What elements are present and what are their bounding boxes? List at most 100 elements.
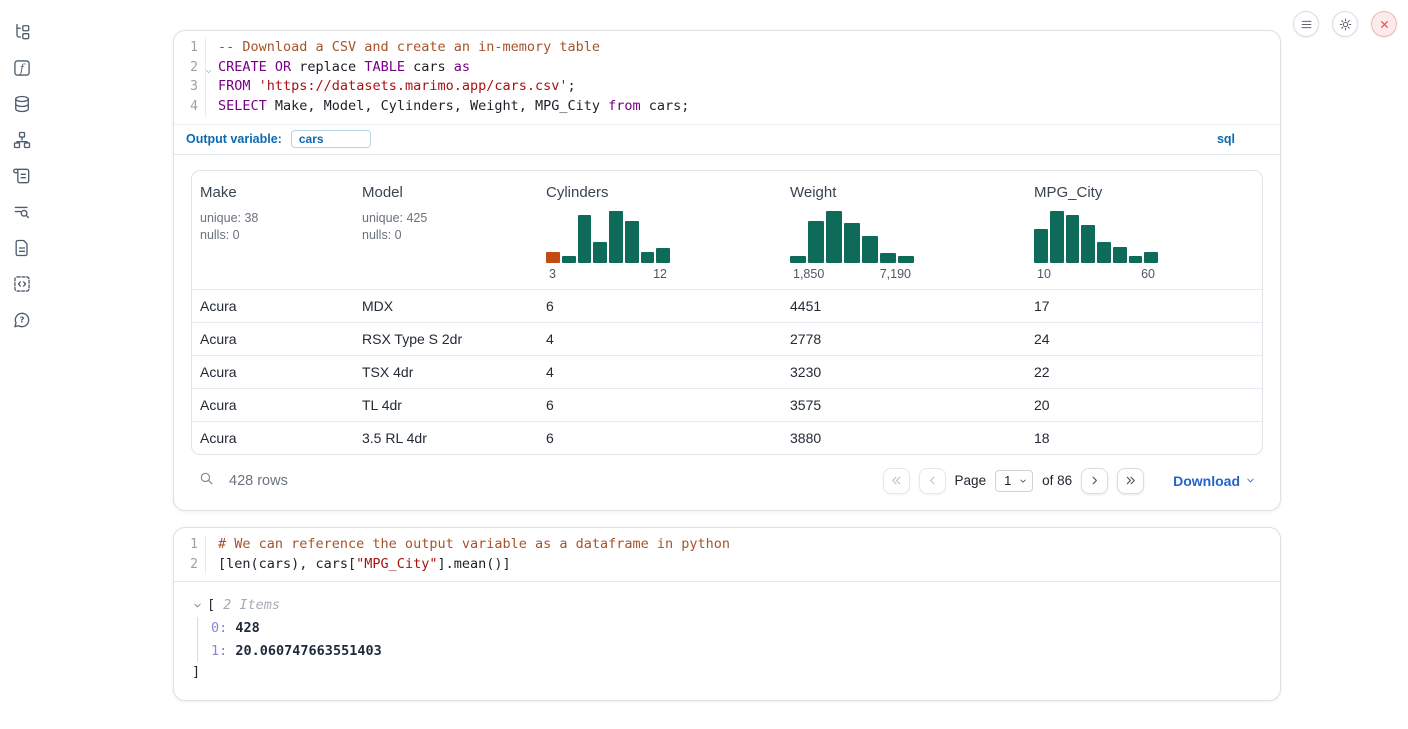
entry-key: 0: — [211, 620, 227, 636]
chevrons-left-icon — [890, 474, 903, 487]
notebook-actions — [1293, 11, 1397, 37]
column-title[interactable]: MPG_City — [1034, 184, 1254, 201]
cell-weight: 3230 — [782, 364, 1026, 380]
cell-mpg-city: 22 — [1026, 364, 1262, 380]
cell-weight: 3880 — [782, 430, 1026, 446]
cell-weight: 3575 — [782, 397, 1026, 413]
cell-make: Acura — [192, 364, 354, 380]
line-number: 1 — [174, 535, 206, 555]
cell-model: 3.5 RL 4dr — [354, 430, 538, 446]
row-count: 428 rows — [229, 473, 288, 489]
cell-mpg-city: 18 — [1026, 430, 1262, 446]
search-icon[interactable] — [198, 470, 215, 492]
chevron-down-icon — [1245, 475, 1256, 486]
scratchpad-icon[interactable] — [12, 165, 33, 186]
cell-mpg-city: 17 — [1026, 298, 1262, 314]
fold-caret-icon[interactable] — [204, 63, 213, 72]
help-icon[interactable]: ? — [12, 309, 33, 330]
histogram-bar — [790, 256, 806, 263]
output-variable-label: Output variable: — [186, 132, 282, 146]
column-title[interactable]: Weight — [790, 184, 1018, 201]
code-line[interactable]: 1 # We can reference the output variable… — [174, 535, 1280, 555]
download-button[interactable]: Download — [1173, 473, 1256, 489]
cylinders-histogram[interactable]: 312 — [546, 207, 670, 281]
output-variable-input[interactable] — [291, 130, 371, 148]
language-badge[interactable]: sql — [1217, 132, 1235, 146]
python-code-editor[interactable]: 1 # We can reference the output variable… — [174, 528, 1280, 582]
table-row[interactable]: Acura TL 4dr 6 3575 20 — [192, 388, 1262, 421]
table-row[interactable]: Acura TSX 4dr 4 3230 22 — [192, 355, 1262, 388]
variables-icon[interactable]: f — [12, 57, 33, 78]
unique-stat: unique: 38 — [200, 210, 346, 227]
column-title[interactable]: Make — [200, 184, 346, 201]
cell-cylinders: 6 — [538, 298, 782, 314]
svg-text:?: ? — [20, 314, 25, 324]
first-page-button[interactable] — [883, 468, 910, 494]
cell-make: Acura — [192, 430, 354, 446]
last-page-button[interactable] — [1117, 468, 1144, 494]
tree-collapse-icon[interactable] — [192, 600, 203, 611]
cell-model: TL 4dr — [354, 397, 538, 413]
mpg-city-histogram[interactable]: 1060 — [1034, 207, 1158, 281]
histogram-bar — [808, 221, 824, 263]
cell-model: RSX Type S 2dr — [354, 331, 538, 347]
table-row[interactable]: Acura 3.5 RL 4dr 6 3880 18 — [192, 421, 1262, 454]
histogram-bar — [641, 252, 655, 263]
code-line[interactable]: 4 SELECT Make, Model, Cylinders, Weight,… — [174, 97, 1280, 117]
histogram-bar — [898, 256, 914, 263]
python-output: [ 2 Items 0: 428 1: 20.060747663551403 ] — [174, 582, 1280, 700]
weight-histogram[interactable]: 1,8507,190 — [790, 207, 914, 281]
previous-page-button[interactable] — [919, 468, 946, 494]
code-line[interactable]: 3 FROM 'https://datasets.marimo.app/cars… — [174, 77, 1280, 97]
column-title[interactable]: Model — [362, 184, 530, 201]
shutdown-button[interactable] — [1371, 11, 1397, 37]
unique-stat: unique: 425 — [362, 210, 530, 227]
documentation-icon[interactable] — [12, 237, 33, 258]
hist-max-label: 60 — [1141, 267, 1155, 281]
column-header-make: Make unique: 38nulls: 0 — [192, 171, 354, 289]
nulls-stat: nulls: 0 — [200, 227, 346, 244]
page-total-label: of 86 — [1042, 473, 1072, 488]
table-row[interactable]: Acura MDX 6 4451 17 — [192, 289, 1262, 322]
table-row[interactable]: Acura RSX Type S 2dr 4 2778 24 — [192, 322, 1262, 355]
histogram-bar — [1097, 242, 1111, 263]
page-label: Page — [955, 473, 987, 488]
entry-value: 428 — [235, 620, 259, 636]
page-select[interactable]: 1 — [995, 470, 1033, 492]
code-line[interactable]: 2 [len(cars), cars["MPG_City"].mean()] — [174, 555, 1280, 575]
histogram-bar — [1129, 256, 1143, 263]
helper-panel-sidebar: f ? — [0, 0, 44, 729]
menu-button[interactable] — [1293, 11, 1319, 37]
column-header-weight: Weight 1,8507,190 — [782, 171, 1026, 289]
data-sources-icon[interactable] — [12, 93, 33, 114]
histogram-bar — [1050, 211, 1064, 263]
logs-icon[interactable] — [12, 201, 33, 222]
snippets-icon[interactable] — [12, 273, 33, 294]
histogram-bar — [844, 223, 860, 263]
settings-button[interactable] — [1332, 11, 1358, 37]
cell-model: MDX — [354, 298, 538, 314]
histogram-bar — [593, 242, 607, 263]
histogram-bar — [562, 256, 576, 263]
histogram-bar — [880, 253, 896, 263]
cell-weight: 2778 — [782, 331, 1026, 347]
sql-code-editor[interactable]: 1 -- Download a CSV and create an in-mem… — [174, 31, 1280, 124]
code-line[interactable]: 2 CREATE OR replace TABLE cars as — [174, 58, 1280, 78]
file-explorer-icon[interactable] — [12, 21, 33, 42]
chevrons-right-icon — [1124, 474, 1137, 487]
dependency-graph-icon[interactable] — [12, 129, 33, 150]
cell-weight: 4451 — [782, 298, 1026, 314]
notebook-content: 1 -- Download a CSV and create an in-mem… — [173, 30, 1281, 701]
column-title[interactable]: Cylinders — [546, 184, 774, 201]
histogram-bar — [625, 221, 639, 263]
output-variable-bar: Output variable: sql — [174, 124, 1280, 155]
code-line[interactable]: 1 -- Download a CSV and create an in-mem… — [174, 38, 1280, 58]
hist-min-label: 3 — [549, 267, 556, 281]
chevron-left-icon — [926, 474, 939, 487]
histogram-bar — [1081, 225, 1095, 263]
line-number: 1 — [174, 38, 206, 58]
python-comment: # We can reference the output variable a… — [218, 536, 730, 552]
column-header-cylinders: Cylinders — [538, 171, 782, 289]
entry-value: 20.060747663551403 — [235, 643, 381, 659]
next-page-button[interactable] — [1081, 468, 1108, 494]
